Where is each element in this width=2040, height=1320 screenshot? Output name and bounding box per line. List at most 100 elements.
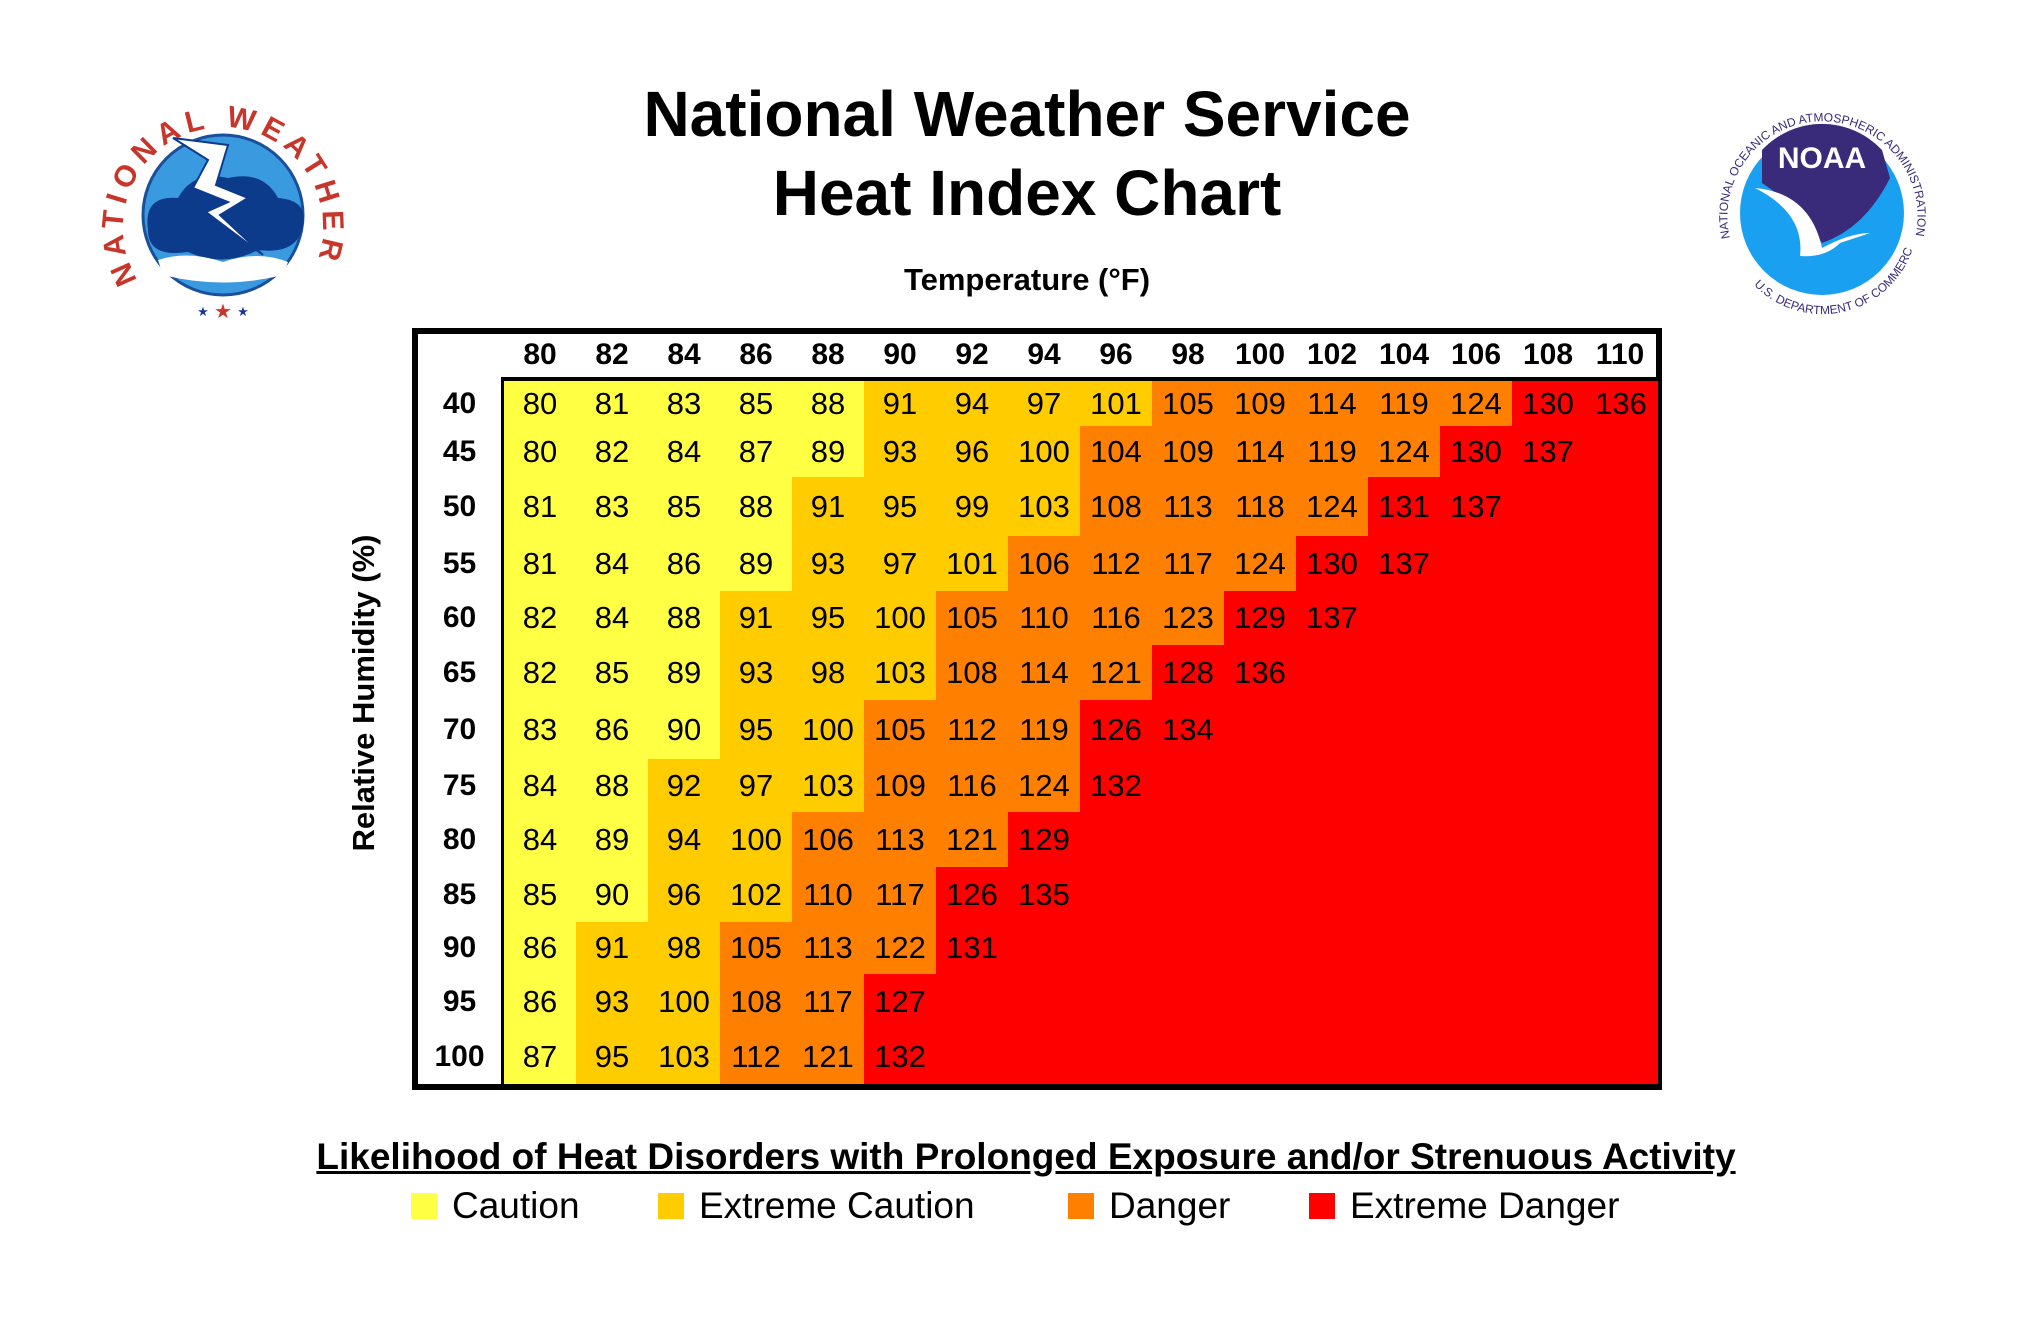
heat-index-cell: 80 [504, 381, 576, 426]
column-header-temperature: 100 [1234, 337, 1286, 371]
heat-index-cell: 105 [1152, 381, 1224, 426]
heat-index-cell-empty [1512, 867, 1584, 922]
svg-text:★: ★ [214, 301, 232, 323]
heat-index-cell: 132 [864, 1029, 936, 1084]
heat-index-cell-empty [1440, 700, 1512, 759]
row-header-humidity: 85 [442, 877, 477, 911]
heat-index-cell: 129 [1224, 591, 1296, 645]
heat-index-cell: 101 [1080, 381, 1152, 426]
heat-index-cell: 83 [504, 700, 576, 759]
heat-index-cell: 126 [1080, 700, 1152, 759]
legend-label: Extreme Caution [699, 1185, 975, 1226]
heat-index-cell: 121 [936, 812, 1008, 867]
heat-index-cell-empty [1584, 477, 1658, 536]
heat-index-cell: 89 [792, 426, 864, 477]
heat-index-cell-empty [1080, 922, 1152, 974]
heat-index-cell: 122 [864, 922, 936, 974]
column-header-temperature: 102 [1306, 337, 1358, 371]
heat-index-cell-empty [1152, 812, 1224, 867]
heat-index-cell: 103 [1008, 477, 1080, 536]
svg-text:NOAA: NOAA [1778, 142, 1866, 175]
heat-index-cell-empty [1512, 974, 1584, 1029]
heat-index-cell: 114 [1224, 426, 1296, 477]
legend-swatch [411, 1193, 437, 1219]
heat-index-cell: 88 [720, 477, 792, 536]
heat-index-cell-empty [1080, 867, 1152, 922]
heat-index-cell: 105 [936, 591, 1008, 645]
heat-index-cell: 121 [1080, 645, 1152, 700]
heat-index-cell-empty [1224, 867, 1296, 922]
heat-index-cell: 93 [864, 426, 936, 477]
row-header-humidity: 70 [442, 712, 477, 746]
heat-index-cell-empty [1080, 974, 1152, 1029]
heat-index-cell-empty [1152, 922, 1224, 974]
heat-index-cell-empty [1368, 591, 1440, 645]
heat-index-cell: 96 [936, 426, 1008, 477]
heat-index-cell-empty [1584, 426, 1658, 477]
heat-index-cell: 100 [648, 974, 720, 1029]
heat-index-cell-empty [1080, 1029, 1152, 1084]
svg-text:★: ★ [197, 304, 209, 319]
heat-index-cell: 132 [1080, 759, 1152, 812]
heat-index-cell: 137 [1296, 591, 1368, 645]
heat-index-cell-empty [1584, 645, 1658, 700]
x-axis-label: Temperature (°F) [903, 262, 1151, 297]
legend-label: Extreme Danger [1350, 1185, 1620, 1226]
nws-logo: NATIONAL WEATHER SERVICE ★ ★ ★ [98, 90, 343, 323]
heat-index-cell-empty [1512, 759, 1584, 812]
heat-index-cell-empty [1296, 645, 1368, 700]
heat-index-cell: 84 [576, 591, 648, 645]
heat-index-cell-empty [1152, 1029, 1224, 1084]
heat-index-cell-empty [1224, 922, 1296, 974]
heat-index-cell-empty [1512, 477, 1584, 536]
heat-index-cell: 104 [1080, 426, 1152, 477]
heat-index-cell: 87 [720, 426, 792, 477]
heat-index-cell: 112 [720, 1029, 792, 1084]
heat-index-cell-empty [1296, 759, 1368, 812]
heat-index-cell-empty [1584, 700, 1658, 759]
heat-index-cell: 86 [576, 700, 648, 759]
heat-index-cell-empty [1224, 974, 1296, 1029]
heat-index-cell-empty [936, 974, 1008, 1029]
heat-index-cell: 91 [576, 922, 648, 974]
legend-item: Extreme Danger [1309, 1185, 1619, 1227]
heat-index-cell: 94 [648, 812, 720, 867]
heat-index-cell: 85 [576, 645, 648, 700]
row-header-humidity: 80 [442, 822, 477, 856]
column-header-temperature: 110 [1595, 337, 1645, 371]
heat-index-cell: 124 [1368, 426, 1440, 477]
heat-index-cell-empty [1224, 700, 1296, 759]
heat-index-cell: 109 [1152, 426, 1224, 477]
heat-index-cell-empty [1080, 812, 1152, 867]
heat-index-cell: 124 [1224, 536, 1296, 591]
heat-index-cell: 124 [1296, 477, 1368, 536]
heat-index-cell: 98 [648, 922, 720, 974]
heat-index-cell: 93 [720, 645, 792, 700]
heat-index-cell: 82 [504, 645, 576, 700]
heat-index-cell-empty [1368, 922, 1440, 974]
heat-index-cell: 95 [864, 477, 936, 536]
column-header-temperature: 90 [883, 337, 917, 371]
column-header-temperature: 106 [1450, 337, 1502, 371]
heat-index-cell-empty [1440, 1029, 1512, 1084]
heat-index-cell: 88 [792, 381, 864, 426]
heat-index-cell: 137 [1440, 477, 1512, 536]
heat-index-cell: 86 [648, 536, 720, 591]
heat-index-cell: 81 [576, 381, 648, 426]
heat-index-cell: 96 [648, 867, 720, 922]
heat-index-cell-empty [1584, 867, 1658, 922]
heat-index-cell-empty [1368, 812, 1440, 867]
heat-index-cell: 90 [576, 867, 648, 922]
heat-index-cell: 134 [1152, 700, 1224, 759]
column-header-temperature: 98 [1171, 337, 1205, 371]
legend-swatch [1309, 1193, 1335, 1219]
row-header-humidity: 40 [442, 386, 477, 420]
heat-index-cell: 137 [1368, 536, 1440, 591]
heat-index-cell: 86 [504, 974, 576, 1029]
heat-index-cell-empty [1440, 536, 1512, 591]
column-header-temperature: 80 [523, 337, 557, 371]
heat-index-cell-empty [936, 1029, 1008, 1084]
heat-index-cell-empty [1368, 759, 1440, 812]
heat-index-cell-empty [1512, 1029, 1584, 1084]
heat-index-cell: 131 [1368, 477, 1440, 536]
